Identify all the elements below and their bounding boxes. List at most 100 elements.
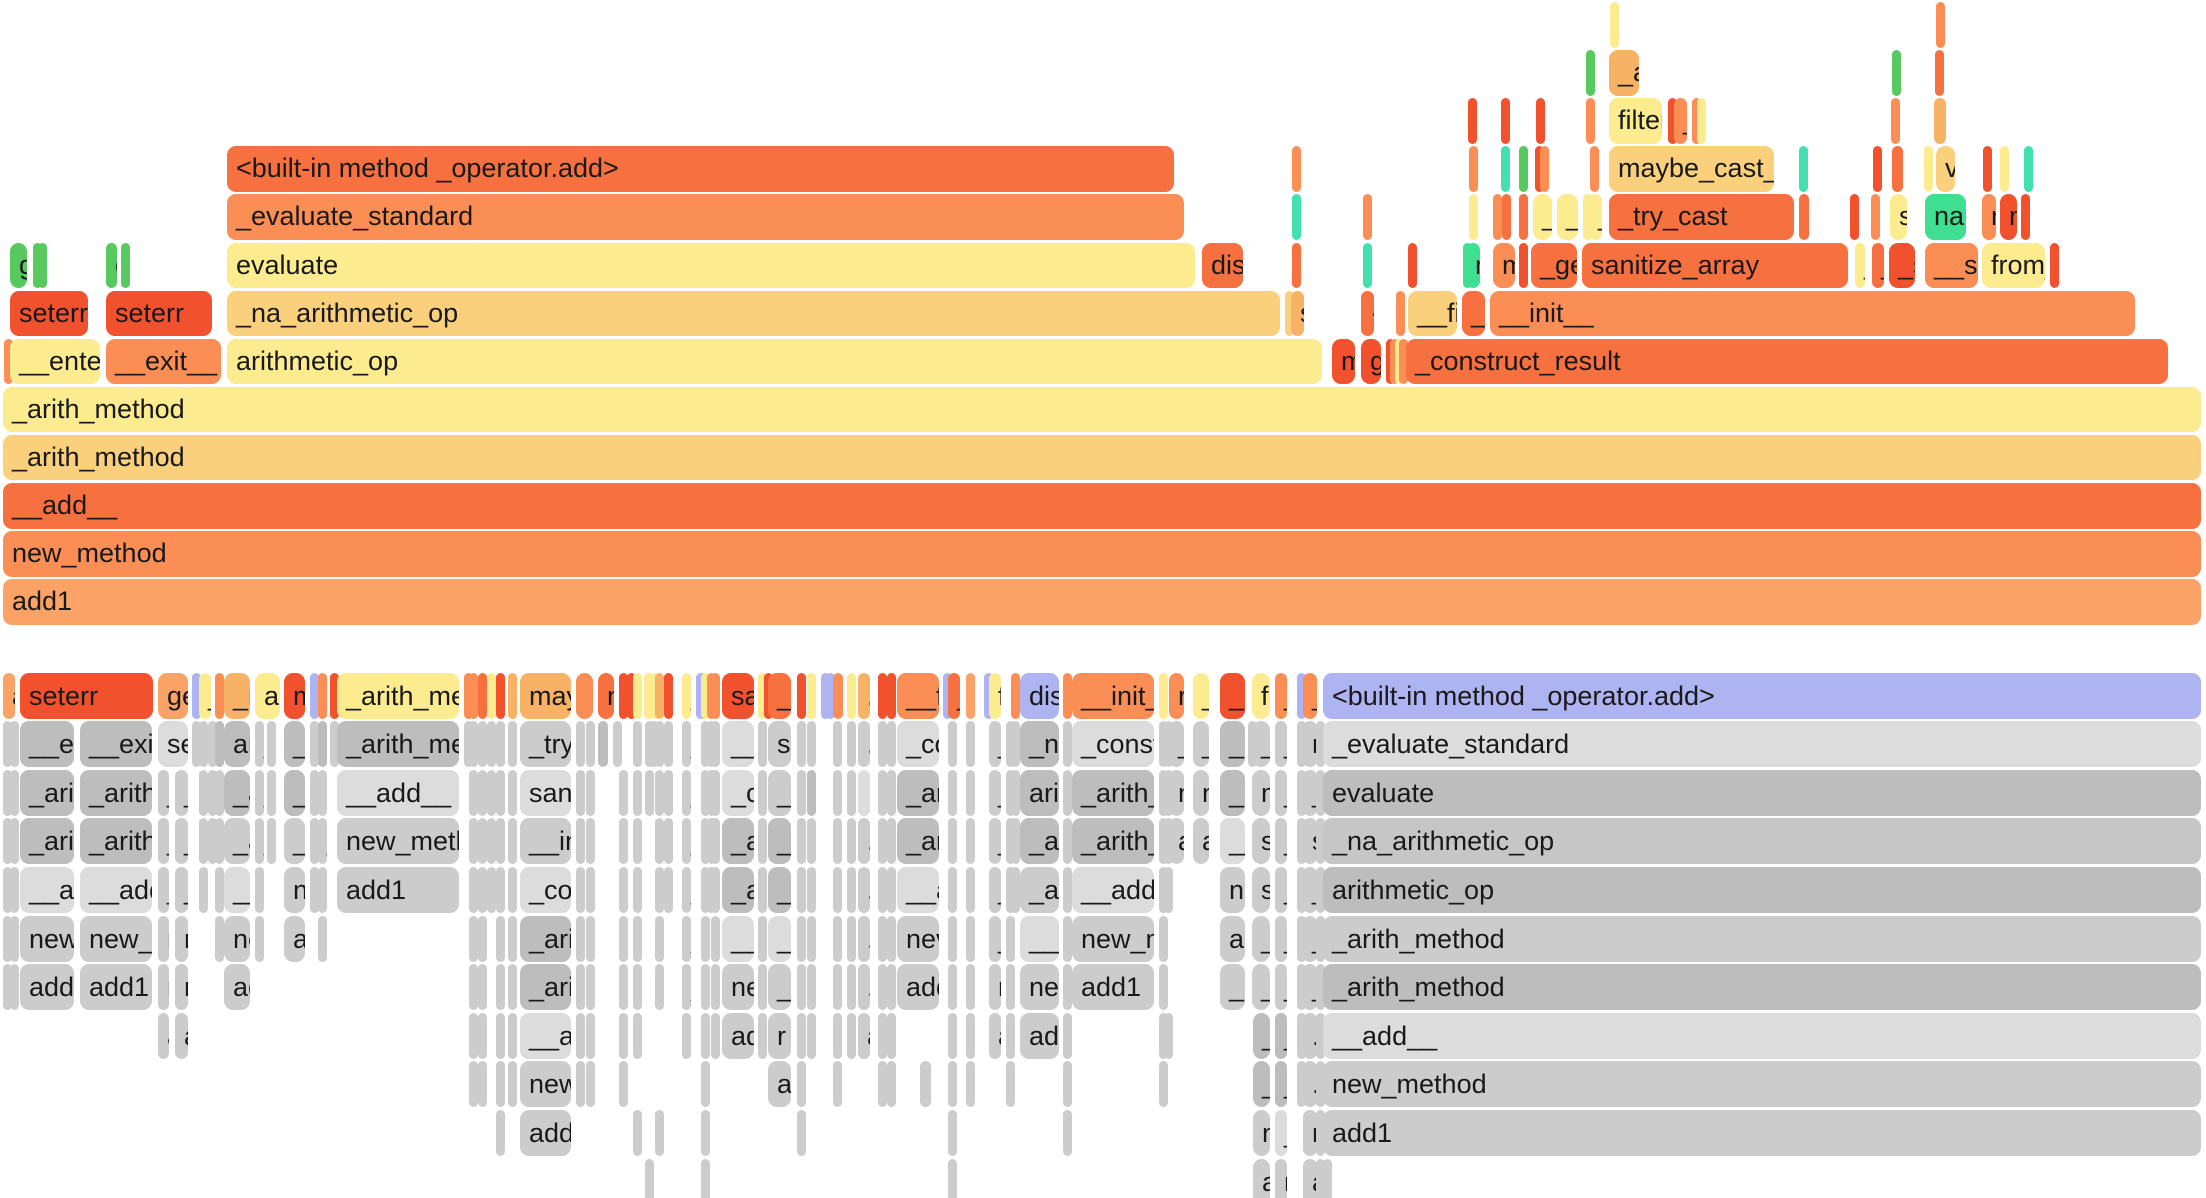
flame-frame[interactable]: n bbox=[2000, 194, 2017, 240]
flame-frame[interactable]: · bbox=[858, 769, 870, 816]
flame-frame[interactable] bbox=[576, 915, 585, 962]
flame-frame[interactable]: __ bbox=[722, 915, 754, 962]
flame-frame[interactable] bbox=[966, 964, 975, 1011]
flame-frame[interactable]: _arith_method bbox=[1323, 964, 2201, 1011]
flame-frame[interactable] bbox=[310, 672, 319, 719]
flame-frame[interactable] bbox=[966, 721, 975, 768]
flame-frame[interactable]: . bbox=[496, 818, 505, 865]
flame-frame[interactable] bbox=[878, 672, 887, 719]
flame-frame[interactable] bbox=[701, 1109, 710, 1156]
flame-frame[interactable]: a bbox=[768, 1061, 791, 1108]
flame-frame[interactable]: _arith_ bbox=[80, 769, 152, 816]
flame-frame[interactable]: _ bbox=[1303, 769, 1317, 816]
flame-frame[interactable] bbox=[833, 964, 842, 1011]
flame-frame[interactable]: . bbox=[496, 769, 505, 816]
flame-frame[interactable] bbox=[464, 672, 473, 719]
flame-frame[interactable]: _ bbox=[1275, 915, 1287, 962]
flame-frame[interactable]: nev bbox=[1020, 964, 1059, 1011]
flame-frame[interactable]: . bbox=[948, 769, 957, 816]
flame-frame[interactable]: . bbox=[847, 818, 856, 865]
flame-frame[interactable]: _arith_method bbox=[1323, 915, 2201, 962]
flame-frame[interactable] bbox=[701, 672, 710, 719]
flame-frame[interactable]: _ bbox=[1220, 964, 1245, 1011]
flame-frame[interactable]: . bbox=[496, 1012, 505, 1059]
flame-frame[interactable] bbox=[1469, 194, 1478, 240]
flame-frame[interactable]: . bbox=[807, 721, 816, 768]
flame-frame[interactable] bbox=[469, 964, 478, 1011]
flame-frame[interactable]: s bbox=[1303, 818, 1317, 865]
flame-frame[interactable]: . bbox=[948, 915, 957, 962]
flame-frame[interactable] bbox=[1159, 1012, 1168, 1059]
flame-frame[interactable]: maybe bbox=[520, 672, 571, 719]
flame-frame[interactable]: . bbox=[948, 866, 957, 913]
flame-frame[interactable]: _arit bbox=[20, 818, 74, 865]
flame-frame[interactable]: r bbox=[768, 1012, 791, 1059]
flame-frame[interactable]: . bbox=[633, 964, 642, 1011]
flame-frame[interactable] bbox=[1164, 866, 1173, 913]
flame-frame[interactable]: seterr bbox=[106, 290, 212, 337]
flame-frame[interactable] bbox=[655, 866, 664, 913]
flame-frame[interactable] bbox=[701, 1158, 710, 1198]
flame-frame[interactable]: n bbox=[284, 866, 305, 913]
flame-frame[interactable] bbox=[655, 915, 664, 962]
flame-frame[interactable]: add1 bbox=[80, 964, 152, 1011]
flame-frame[interactable] bbox=[758, 1012, 767, 1059]
flame-frame[interactable] bbox=[1063, 1012, 1072, 1059]
flame-frame[interactable] bbox=[310, 818, 319, 865]
flame-frame[interactable] bbox=[1159, 915, 1168, 962]
flame-frame[interactable] bbox=[655, 1109, 664, 1156]
flame-frame[interactable] bbox=[887, 1061, 896, 1108]
flame-frame[interactable] bbox=[1063, 1061, 1072, 1108]
flame-frame[interactable] bbox=[576, 964, 585, 1011]
flame-frame[interactable]: _ bbox=[1872, 242, 1884, 288]
flame-frame[interactable]: _n bbox=[224, 672, 250, 719]
flame-frame[interactable] bbox=[1297, 915, 1306, 962]
flame-frame[interactable] bbox=[1006, 1061, 1015, 1108]
flame-frame[interactable]: __add__ bbox=[1323, 1012, 2201, 1059]
flame-frame[interactable] bbox=[1063, 672, 1072, 719]
flame-frame[interactable]: a bbox=[807, 769, 816, 816]
flame-frame[interactable] bbox=[1468, 98, 1477, 144]
flame-frame[interactable] bbox=[1323, 1158, 1332, 1198]
flame-frame[interactable] bbox=[833, 915, 842, 962]
flame-frame[interactable] bbox=[887, 964, 896, 1011]
flame-frame[interactable]: __add__ bbox=[3, 483, 2201, 529]
flame-frame[interactable] bbox=[1063, 964, 1072, 1011]
flame-frame[interactable]: e bbox=[807, 672, 816, 719]
flame-frame[interactable] bbox=[1501, 146, 1510, 192]
flame-frame[interactable] bbox=[887, 866, 896, 913]
flame-frame[interactable]: new_ bbox=[20, 915, 74, 962]
flame-frame[interactable]: _a bbox=[224, 818, 250, 865]
flame-frame[interactable] bbox=[1891, 98, 1900, 144]
flame-frame[interactable] bbox=[711, 964, 720, 1011]
flame-frame[interactable] bbox=[1011, 769, 1020, 816]
flame-frame[interactable] bbox=[619, 915, 628, 962]
flame-frame[interactable]: r bbox=[158, 964, 169, 1011]
flame-frame[interactable]: _evaluate_standard bbox=[1323, 721, 2201, 768]
flame-frame[interactable]: a bbox=[255, 915, 264, 962]
flame-frame[interactable] bbox=[650, 672, 659, 719]
flame-frame[interactable]: _arith bbox=[520, 915, 571, 962]
flame-frame[interactable]: g bbox=[106, 242, 117, 288]
flame-frame[interactable]: _s bbox=[1889, 242, 1915, 288]
flame-frame[interactable]: _ bbox=[989, 866, 1001, 913]
flame-frame[interactable]: ad bbox=[1220, 915, 1245, 962]
flame-frame[interactable] bbox=[199, 818, 208, 865]
flame-frame[interactable]: _a bbox=[284, 769, 305, 816]
flame-frame[interactable]: __f bbox=[897, 672, 939, 719]
flame-frame[interactable] bbox=[508, 964, 517, 1011]
flame-frame[interactable] bbox=[966, 866, 975, 913]
flame-frame[interactable] bbox=[1164, 769, 1173, 816]
flame-frame[interactable]: a bbox=[318, 769, 327, 816]
flame-frame[interactable]: _arith_method bbox=[3, 386, 2201, 433]
flame-frame[interactable]: _ bbox=[682, 769, 691, 816]
flame-frame[interactable]: __a bbox=[1020, 915, 1059, 962]
flame-frame[interactable] bbox=[1006, 769, 1015, 816]
flame-frame[interactable] bbox=[10, 818, 19, 865]
flame-frame[interactable]: _arith_method bbox=[3, 434, 2201, 481]
flame-frame[interactable] bbox=[2021, 194, 2030, 240]
flame-frame[interactable] bbox=[920, 1061, 931, 1108]
flame-frame[interactable]: new_method bbox=[1323, 1061, 2201, 1108]
flame-frame[interactable]: _ bbox=[1303, 964, 1317, 1011]
flame-frame[interactable] bbox=[1316, 721, 1325, 768]
